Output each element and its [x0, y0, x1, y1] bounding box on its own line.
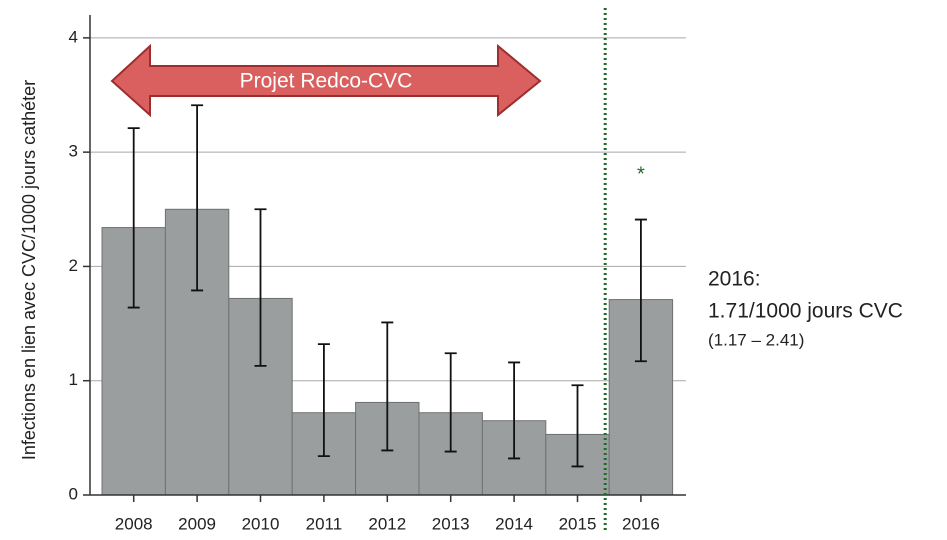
x-tick-label: 2009 [178, 514, 216, 533]
x-tick-label: 2016 [622, 514, 660, 533]
error-bar [127, 127, 140, 309]
y-tick-label: 2 [69, 256, 78, 275]
y-tick-label: 3 [69, 142, 78, 161]
error-bar [317, 343, 330, 458]
error-bar [254, 208, 267, 367]
error-bar [634, 218, 647, 363]
project-arrow [110, 43, 542, 118]
error-bar [191, 104, 204, 292]
arrow-label: Projet Redco-CVC [240, 70, 413, 93]
x-tick-label: 2014 [495, 514, 533, 533]
y-tick-label: 4 [69, 27, 78, 46]
x-tick-label: 2015 [559, 514, 597, 533]
x-tick-label: 2013 [432, 514, 470, 533]
x-tick-label: 2011 [306, 514, 343, 533]
y-tick-label: 0 [69, 484, 78, 503]
note-title: 2016: [708, 268, 761, 291]
y-tick-label: 1 [69, 370, 78, 389]
note-ci: (1.17 – 2.41) [708, 330, 804, 349]
error-bar [508, 361, 521, 460]
x-tick-label: 2010 [242, 514, 280, 533]
y-axis-label: Infections en lien avec CVC/1000 jours c… [19, 80, 39, 460]
x-tick-label: 2008 [115, 514, 153, 533]
note-value: 1.71/1000 jours CVC [708, 300, 903, 323]
significance-marker: * [637, 163, 645, 185]
error-bar [444, 352, 457, 453]
error-bar [381, 321, 394, 452]
error-bar [571, 384, 584, 468]
x-tick-label: 2012 [368, 514, 406, 533]
